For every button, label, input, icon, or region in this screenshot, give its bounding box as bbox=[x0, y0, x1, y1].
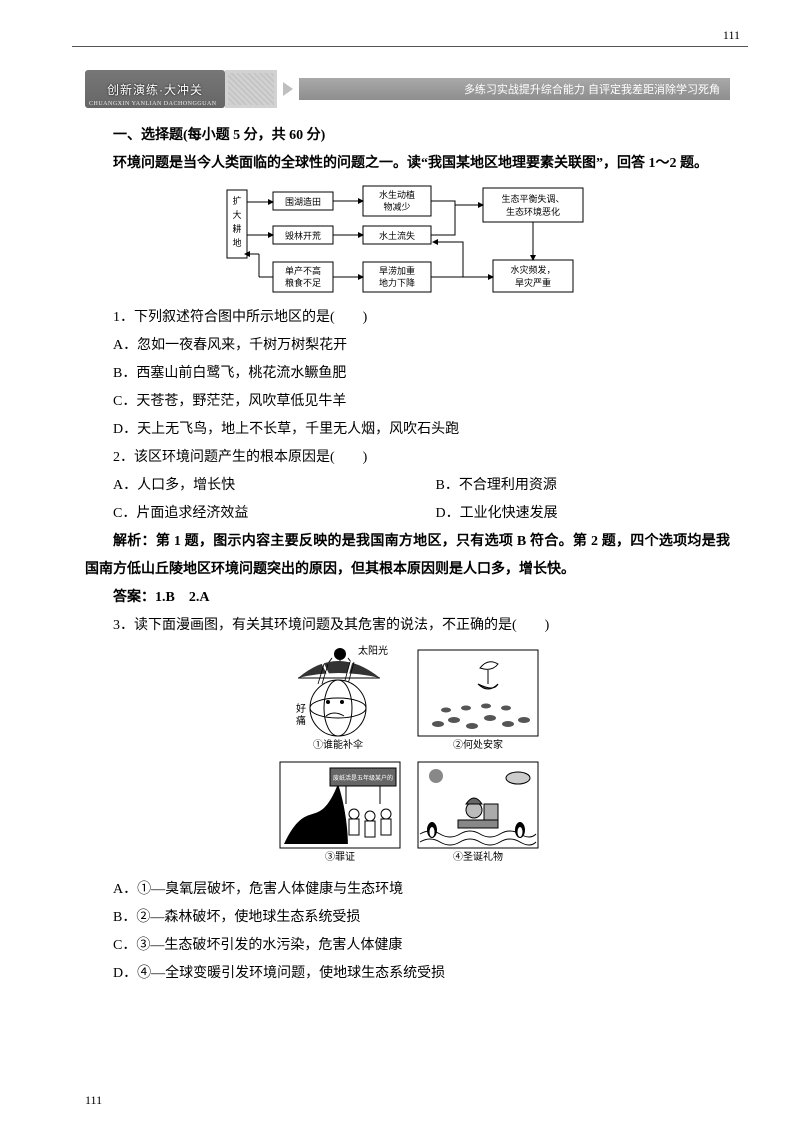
flowchart-figure: 扩 大 耕 地 围湖造田 毁林开荒 单产不高 粮食不足 水生动植 物减少 水土流… bbox=[223, 182, 593, 298]
banner-mid-figure bbox=[225, 70, 277, 108]
fc-node-g2: 地力下降 bbox=[378, 277, 414, 288]
cartoon-panel-2: ②何处安家 bbox=[418, 650, 538, 751]
q2-stem: 2．该区环境问题产生的根本原因是( ) bbox=[85, 444, 730, 472]
fc-node-f: 水土流失 bbox=[378, 230, 414, 241]
q2-opt-d: D．工业化快速发展 bbox=[408, 500, 731, 528]
fc-node-h1: 生态平衡失调、 bbox=[501, 193, 564, 204]
cartoon-caption-1: ①谁能补伞 bbox=[313, 738, 363, 751]
fc-node-a3: 耕 bbox=[232, 223, 241, 234]
banner-left-badge: 创新演练·大冲关 CHUANGXIN YANLIAN DACHONGGUAN bbox=[85, 70, 225, 108]
cartoon-caption-3: ③罪证 bbox=[325, 851, 355, 863]
banner-right-strip: 多练习实战提升综合能力 自评定我差距消除学习死角 bbox=[299, 78, 730, 100]
banner-arrow-icon bbox=[283, 82, 293, 96]
q2-opt-c: C．片面追求经济效益 bbox=[85, 500, 408, 528]
banner-right-text: 多练习实战提升综合能力 自评定我差距消除学习死角 bbox=[464, 81, 720, 97]
intro-text: 环境问题是当今人类面临的全球性的问题之一。读“我国某地区地理要素关联图”，回答 … bbox=[85, 150, 730, 178]
fc-node-c: 毁林开荒 bbox=[284, 230, 320, 241]
q1-opt-a: A．忽如一夜春风来，千树万树梨花开 bbox=[85, 332, 730, 360]
q2-opts-row1: A．人口多，增长快 B．不合理利用资源 bbox=[85, 472, 730, 500]
banner-left-pinyin: CHUANGXIN YANLIAN DACHONGGUAN bbox=[89, 101, 217, 107]
fc-node-g1: 旱涝加重 bbox=[378, 265, 414, 276]
banner-left-title: 创新演练·大冲关 bbox=[107, 81, 203, 98]
cartoon-caption-2: ②何处安家 bbox=[453, 738, 503, 751]
q2-opt-a: A．人口多，增长快 bbox=[85, 472, 408, 500]
q2-opts-row2: C．片面追求经济效益 D．工业化快速发展 bbox=[85, 500, 730, 528]
fc-node-h2: 生态环境恶化 bbox=[505, 206, 559, 217]
q2-opt-b: B．不合理利用资源 bbox=[408, 472, 731, 500]
answer: 答案：1.B 2.A bbox=[85, 584, 730, 612]
page-number-top: 111 bbox=[723, 28, 740, 43]
fc-node-i1: 水灾频发， bbox=[510, 264, 555, 275]
q3-stem: 3．读下面漫画图，有关其环境问题及其危害的说法，不正确的是( ) bbox=[85, 612, 730, 640]
fc-node-d1: 单产不高 bbox=[284, 265, 320, 276]
cartoon-pain: 好 bbox=[296, 703, 306, 715]
fc-node-e2: 物减少 bbox=[383, 201, 410, 212]
page: 111 创新演练·大冲关 CHUANGXIN YANLIAN DACHONGGU… bbox=[0, 0, 800, 1132]
fc-node-e1: 水生动植 bbox=[378, 189, 414, 200]
analysis: 解析：第 1 题，图示内容主要反映的是我国南方地区，只有选项 B 符合。第 2 … bbox=[85, 528, 730, 584]
q1-opt-d: D．天上无飞鸟，地上不长草，千里无人烟，风吹石头跑 bbox=[85, 416, 730, 444]
cartoon-figure: 太阳光 bbox=[268, 644, 548, 870]
body: 一、选择题(每小题 5 分，共 60 分) 环境问题是当今人类面临的全球性的问题… bbox=[85, 122, 730, 988]
fc-node-a1: 扩 bbox=[232, 195, 241, 206]
q1-opt-b: B．西塞山前白鹭飞，桃花流水鳜鱼肥 bbox=[85, 360, 730, 388]
q3-opt-d: D．④—全球变暖引发环境问题，使地球生态系统受损 bbox=[85, 960, 730, 988]
cartoon-caption-4: ④圣诞礼物 bbox=[453, 850, 503, 863]
q3-opt-b: B．②—森林破坏，使地球生态系统受损 bbox=[85, 904, 730, 932]
fc-node-d2: 粮食不足 bbox=[284, 277, 320, 288]
cartoon-panel-4: ④圣诞礼物 bbox=[418, 762, 538, 863]
cartoon-panel-3: 废纸活是五年级某户的 ③罪证 bbox=[280, 762, 400, 863]
q1-stem: 1．下列叙述符合图中所示地区的是( ) bbox=[85, 304, 730, 332]
section-title: 一、选择题(每小题 5 分，共 60 分) bbox=[85, 122, 730, 150]
fc-node-a2: 大 bbox=[232, 209, 241, 220]
fc-node-a4: 地 bbox=[232, 237, 241, 248]
fc-node-b: 围湖造田 bbox=[284, 196, 320, 207]
top-rule bbox=[72, 46, 748, 47]
fc-node-i2: 旱灾严重 bbox=[514, 277, 550, 288]
q3-opt-c: C．③—生态破坏引发的水污染，危害人体健康 bbox=[85, 932, 730, 960]
q3-opt-a: A．①—臭氧层破坏，危害人体健康与生态环境 bbox=[85, 876, 730, 904]
cartoon-pain2: 痛 bbox=[296, 714, 306, 727]
chapter-banner: 创新演练·大冲关 CHUANGXIN YANLIAN DACHONGGUAN 多… bbox=[85, 70, 730, 108]
cartoon-board: 废纸活是五年级某户的 bbox=[332, 774, 392, 782]
page-number-bottom: 111 bbox=[85, 1093, 102, 1108]
cartoon-panel-1: 太阳光 bbox=[296, 644, 388, 751]
q1-opt-c: C．天苍苍，野茫茫，风吹草低见牛羊 bbox=[85, 388, 730, 416]
cartoon-sun-label: 太阳光 bbox=[358, 644, 388, 657]
